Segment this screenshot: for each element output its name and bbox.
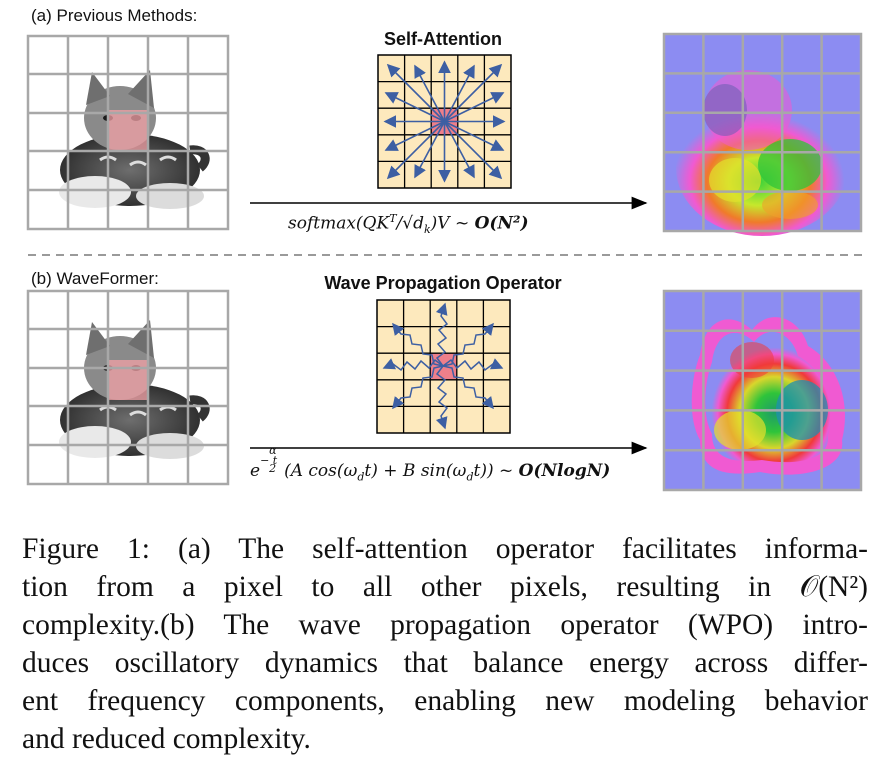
wpo-title: Wave Propagation Operator [324,273,562,293]
caption-line-6: and reduced complexity. [22,723,311,755]
formula-self-attention: softmax(QKT/√dk)V ~ O(N²) [288,212,529,237]
caption-line-4: duces oscillatory dynamics that balance … [22,647,868,679]
figure-caption: Figure 1: (a) The self-attention operato… [22,530,868,758]
caption-line-5: ent frequency components, enabling new m… [22,685,868,717]
cat-image-a [59,70,210,209]
heatmap-b [664,291,861,490]
patch-grid-b [26,289,230,486]
self-attention-grid [377,54,512,189]
panel-b-label: (b) WaveFormer: [31,269,159,288]
caption-line-2: tion from a pixel to all other pixels, r… [22,571,868,603]
wave-propagation-grid [376,299,511,434]
panel-a-label: (a) Previous Methods: [31,6,198,25]
formula-wpo: e α − t 2 (A cos(ωdt) + B sin(ωdt)) ~ O(… [250,444,611,484]
caption-line-3: complexity.(b) The wave propagation oper… [22,609,868,641]
self-attention-title: Self-Attention [384,29,502,49]
heatmap-a [664,34,861,236]
cat-image-b [59,320,210,459]
patch-grid-a [26,34,230,231]
heatmap-grid-a [662,32,863,233]
figure-graphic [26,32,863,492]
caption-line-1: Figure 1: (a) The self-attention operato… [22,533,868,565]
heatmap-grid-b [662,289,863,492]
